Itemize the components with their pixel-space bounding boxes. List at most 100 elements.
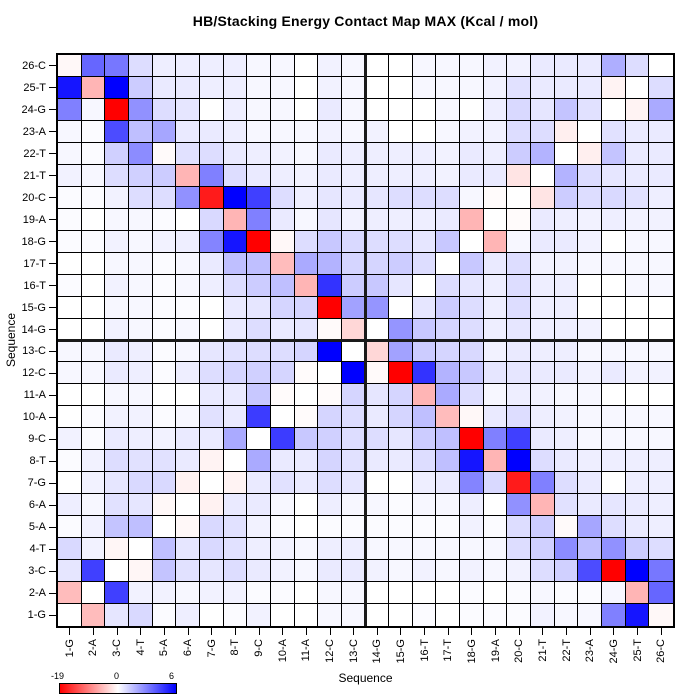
heatmap-cell: [554, 450, 579, 473]
heatmap-cell: [507, 560, 532, 583]
heatmap-cell: [270, 516, 295, 539]
heatmap-cell: [460, 274, 484, 297]
x-tick-label: 26-C: [655, 639, 668, 663]
heatmap-cell: [81, 428, 106, 451]
heatmap-cell: [412, 55, 437, 77]
heatmap-cell: [318, 406, 342, 429]
heatmap-cell: [483, 186, 508, 209]
heatmap-cell: [176, 560, 200, 583]
heatmap-cell: [341, 384, 366, 407]
heatmap-cell: [649, 120, 673, 143]
heatmap-cell: [365, 76, 390, 99]
y-tick-label: 22-T: [23, 147, 46, 160]
heatmap-cell: [152, 384, 177, 407]
heatmap-cell: [270, 164, 295, 187]
heatmap-cell: [412, 362, 437, 385]
heatmap-cell: [460, 120, 484, 143]
heatmap-cell: [318, 428, 342, 451]
heatmap-cell: [270, 560, 295, 583]
heatmap-cell: [128, 538, 153, 561]
x-tick-label: 8-T: [229, 639, 242, 656]
heatmap-cell: [128, 142, 153, 165]
heatmap-cell: [247, 340, 271, 363]
heatmap-cell: [152, 120, 177, 143]
heatmap-cell: [578, 186, 603, 209]
heatmap-cell: [483, 55, 508, 77]
page-title: HB/Stacking Energy Contact Map MAX (Kcal…: [192, 13, 539, 29]
heatmap-cell: [58, 120, 82, 143]
heatmap-cell: [507, 494, 532, 517]
heatmap-cell: [578, 516, 603, 539]
heatmap-cell: [389, 406, 413, 429]
heatmap-cell: [389, 340, 413, 363]
x-tick-mark: [353, 628, 355, 635]
heatmap-cell: [436, 164, 461, 187]
x-tick-label: 7-G: [205, 639, 218, 658]
heatmap-cell: [152, 55, 177, 77]
heatmap-cell: [436, 274, 461, 297]
heatmap-cell: [507, 384, 532, 407]
heatmap-cell: [128, 494, 153, 517]
y-tick-mark: [49, 570, 56, 572]
heatmap-cell: [176, 120, 200, 143]
heatmap-cell: [460, 340, 484, 363]
heatmap-cell: [152, 582, 177, 605]
heatmap-cell: [152, 494, 177, 517]
heatmap-cell: [247, 55, 271, 77]
x-tick-mark: [495, 628, 497, 635]
heatmap-cell: [578, 55, 603, 77]
heatmap-cell: [341, 55, 366, 77]
heatmap-cell: [365, 340, 390, 363]
heatmap-cell: [531, 318, 555, 341]
heatmap-cell: [602, 450, 626, 473]
heatmap-cell: [412, 406, 437, 429]
x-tick-label: 11-A: [300, 639, 313, 662]
heatmap-cell: [152, 318, 177, 341]
heatmap-cell: [625, 604, 650, 626]
heatmap-cell: [649, 208, 673, 231]
heatmap-cell: [365, 208, 390, 231]
heatmap-cell: [152, 516, 177, 539]
heatmap-cell: [436, 406, 461, 429]
x-tick-mark: [69, 628, 71, 635]
heatmap-cell: [58, 384, 82, 407]
heatmap-cell: [507, 120, 532, 143]
heatmap-cell: [58, 252, 82, 275]
heatmap-cell: [128, 230, 153, 253]
x-tick-mark: [589, 628, 591, 635]
heatmap-cell: [531, 538, 555, 561]
heatmap-cell: [483, 450, 508, 473]
heatmap-cell: [223, 186, 248, 209]
heatmap-cell: [625, 538, 650, 561]
heatmap-cell: [247, 494, 271, 517]
heatmap-cell: [105, 120, 129, 143]
x-tick-mark: [187, 628, 189, 635]
heatmap-cell: [270, 230, 295, 253]
heatmap-cell: [578, 296, 603, 319]
colorbar-max-label: 6: [169, 671, 175, 681]
heatmap-cell: [602, 186, 626, 209]
heatmap-cell: [554, 362, 579, 385]
heatmap-cell: [483, 494, 508, 517]
heatmap-cell: [649, 516, 673, 539]
heatmap-cell: [341, 362, 366, 385]
heatmap-cell: [294, 296, 319, 319]
heatmap-cell: [247, 76, 271, 99]
y-tick-label: 1-G: [27, 609, 46, 622]
heatmap-cell: [223, 604, 248, 626]
heatmap-cell: [223, 318, 248, 341]
heatmap-cell: [365, 538, 390, 561]
heatmap-cell: [507, 406, 532, 429]
heatmap-cell: [223, 560, 248, 583]
heatmap-cell: [81, 494, 106, 517]
x-tick-label: 4-T: [134, 639, 147, 656]
heatmap-cell: [554, 340, 579, 363]
heatmap-cell: [412, 516, 437, 539]
heatmap-cell: [318, 76, 342, 99]
heatmap-cell: [649, 318, 673, 341]
heatmap-cell: [105, 164, 129, 187]
heatmap-cell: [460, 384, 484, 407]
heatmap-cell: [105, 362, 129, 385]
x-tick-mark: [518, 628, 520, 635]
heatmap-cell: [365, 362, 390, 385]
